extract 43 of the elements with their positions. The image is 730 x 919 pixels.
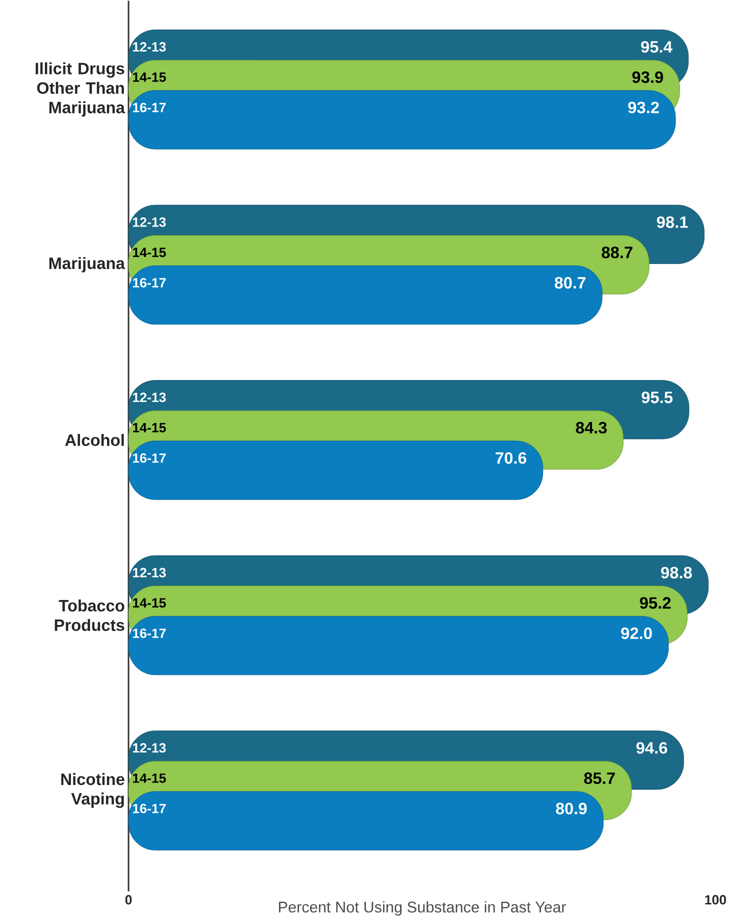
bar [128,265,602,325]
text: 12-13 [133,568,166,578]
text: 16-17 [133,628,166,638]
x-axis-title: Percent Not Using Substance in Past Year [278,901,566,916]
series-label: 12-13 [133,743,166,753]
bar [128,616,669,676]
data-label: 85.7 [584,772,615,784]
x-tick-label: 0 [125,895,132,904]
y-tick-label: Nicotine Vaping [61,773,124,808]
data-label: 80.9 [556,802,587,814]
y-tick-label: Tobacco Products [54,599,124,631]
text: 12-13 [133,42,166,52]
y-tick-label: Illicit Drugs Other Than Marijuana [36,62,126,117]
data-label: 93.9 [632,71,664,84]
text: 12-13 [133,392,166,402]
text: 16-17 [133,102,166,112]
series-label: 14-15 [133,423,166,432]
text: 14-15 [133,774,166,783]
text: 16-17 [133,278,166,288]
data-label: 98.1 [656,216,688,228]
data-label: 70.6 [496,452,526,464]
text: 16-17 [133,453,166,463]
y-tick-label: Alcohol [65,434,124,446]
data-label: 84.3 [576,422,607,434]
bar [128,791,604,850]
data-label: 88.7 [602,246,632,258]
data-label: 92.0 [621,627,652,640]
data-label: 80.7 [554,276,586,289]
data-label: 93.2 [628,102,659,114]
data-label: 98.8 [661,566,692,578]
data-label: 95.4 [641,41,672,53]
x-tick-label: 100 [705,895,726,904]
text: 14-15 [133,598,166,608]
bar [128,90,676,150]
text: 12-13 [133,217,166,227]
data-label: 95.2 [640,597,671,609]
text: 14-15 [133,72,166,82]
data-label: 94.6 [636,742,668,754]
series-label: 16-17 [133,804,166,814]
y-tick-label: Marijuana [49,257,126,272]
data-label: 95.5 [642,392,673,404]
bar [128,440,544,500]
text: 14-15 [133,248,166,258]
